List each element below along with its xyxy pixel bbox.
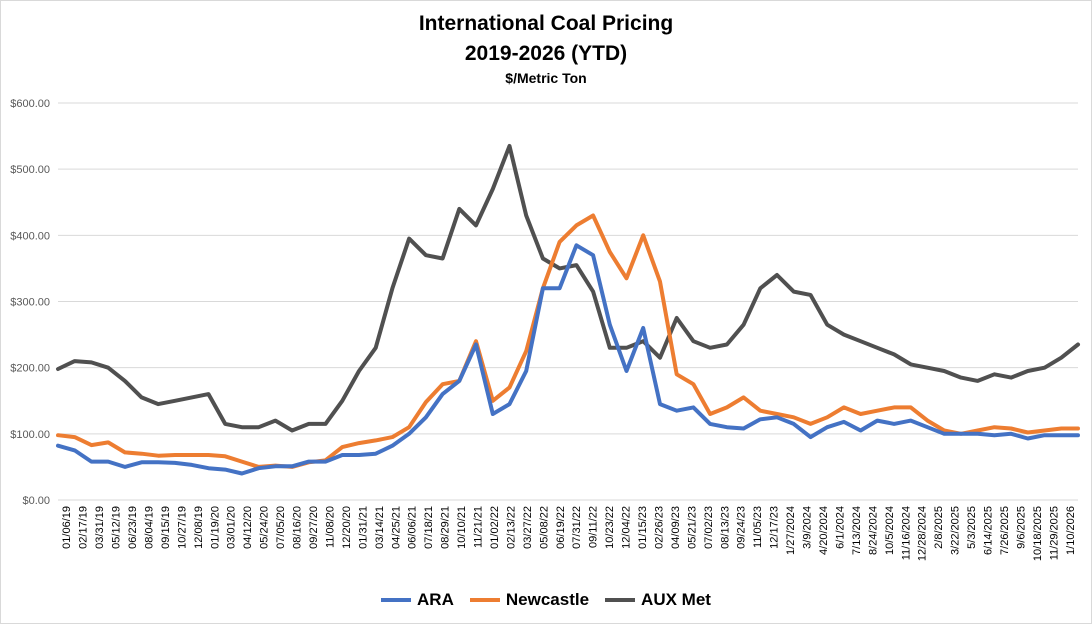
x-tick-label: 05/08/22 xyxy=(538,506,550,549)
x-tick-label: 7/26/2025 xyxy=(999,506,1011,555)
y-axis-tick-labels: $0.00 $100.00 $200.00 $300.00 $400.00 $500.00… xyxy=(10,98,50,507)
y-tick-label: $400.00 xyxy=(10,230,50,242)
x-tick-label: 11/16/2024 xyxy=(900,506,912,560)
x-tick-label: 04/12/20 xyxy=(242,506,254,549)
y-tick-label: $500.00 xyxy=(10,164,50,176)
x-tick-label: 07/18/21 xyxy=(423,506,435,549)
x-tick-label: 04/09/23 xyxy=(670,506,682,549)
y-tick-label: $300.00 xyxy=(10,297,50,309)
series-line-ara xyxy=(56,243,1080,476)
x-tick-label: 08/16/20 xyxy=(292,506,304,549)
x-tick-label: 12/17/23 xyxy=(769,506,781,549)
y-axis-unit-label: $/Metric Ton xyxy=(505,70,587,86)
x-tick-label: 2/8/2025 xyxy=(933,506,945,549)
x-tick-label: 04/25/21 xyxy=(390,506,402,549)
chart-subtitle: 2019-2026 (YTD) xyxy=(464,42,628,65)
x-tick-label: 07/02/23 xyxy=(703,506,715,549)
x-tick-label: 6/14/2025 xyxy=(983,506,995,555)
x-tick-label: 11/05/23 xyxy=(752,506,764,548)
legend-swatch-ara xyxy=(381,598,412,602)
x-tick-label: 06/06/21 xyxy=(407,506,419,549)
x-tick-label: 01/19/20 xyxy=(209,506,221,549)
x-tick-label: 02/13/22 xyxy=(505,506,517,549)
legend-swatch-aux-met xyxy=(605,598,636,602)
x-tick-label: 06/19/22 xyxy=(555,506,567,549)
x-tick-label: 12/04/22 xyxy=(621,506,633,549)
x-tick-label: 08/13/23 xyxy=(719,506,731,549)
x-tick-label: 5/3/2025 xyxy=(966,506,978,549)
x-tick-label: 12/20/20 xyxy=(341,506,353,549)
x-tick-label: 10/5/2024 xyxy=(884,506,896,555)
legend-label-ara: ARA xyxy=(417,590,454,609)
x-tick-label: 05/12/19 xyxy=(111,506,123,549)
x-tick-label: 02/17/19 xyxy=(78,506,90,549)
x-tick-label: 03/31/19 xyxy=(94,506,106,549)
x-tick-label: 10/23/22 xyxy=(604,506,616,549)
x-tick-label: 10/27/19 xyxy=(176,506,188,549)
x-tick-label: 09/27/20 xyxy=(308,506,320,549)
legend-label-newcastle: Newcastle xyxy=(505,590,590,609)
x-tick-label: 7/13/2024 xyxy=(851,506,863,555)
x-tick-label: 02/26/23 xyxy=(653,506,665,549)
x-tick-label: 05/21/23 xyxy=(686,506,698,549)
x-tick-label: 09/24/23 xyxy=(736,506,748,549)
gridlines xyxy=(58,102,1078,501)
x-tick-label: 03/01/20 xyxy=(226,506,238,549)
x-tick-label: 08/04/19 xyxy=(143,506,155,549)
series-lines xyxy=(56,144,1080,476)
x-tick-label: 08/29/21 xyxy=(440,506,452,549)
legend-item-aux-met: AUX Met xyxy=(605,590,711,610)
x-tick-label: 8/24/2024 xyxy=(867,506,879,555)
y-tick-label: $200.00 xyxy=(10,363,50,375)
x-tick-label: 06/23/19 xyxy=(127,506,139,549)
series-line-newcastle xyxy=(56,213,1080,469)
x-tick-label: 11/08/20 xyxy=(324,506,336,548)
x-tick-label: 09/11/22 xyxy=(588,506,600,548)
x-tick-label: 07/05/20 xyxy=(275,506,287,549)
x-tick-label: 12/08/19 xyxy=(193,506,205,549)
legend-item-newcastle: Newcastle xyxy=(469,590,590,610)
legend-swatch-newcastle xyxy=(469,598,500,602)
x-tick-label: 6/1/2024 xyxy=(834,506,846,549)
x-tick-label: 05/24/20 xyxy=(259,506,271,549)
x-axis-tick-labels: 01/06/19 02/17/19 03/31/19 05/12/19 06/23/19… xyxy=(61,506,1077,561)
x-tick-label: 01/31/21 xyxy=(357,506,369,549)
series-line-aux-met xyxy=(56,144,1080,433)
plot-area: $0.00 $100.00 $200.00 $300.00 $400.00 $500.00… xyxy=(10,98,1080,561)
x-tick-label: 3/22/2025 xyxy=(950,506,962,555)
chart-title: International Coal Pricing xyxy=(418,12,674,35)
x-tick-label: 1/27/2024 xyxy=(785,506,797,555)
x-tick-label: 9/6/2025 xyxy=(1015,506,1027,549)
x-tick-label: 4/20/2024 xyxy=(818,506,830,555)
x-tick-label: 03/14/21 xyxy=(374,506,386,549)
x-tick-label: 12/28/2024 xyxy=(917,506,929,561)
x-tick-label: 01/15/23 xyxy=(637,506,649,549)
legend: ARA Newcastle AUX Met xyxy=(0,590,1092,610)
x-tick-label: 11/21/21 xyxy=(473,506,485,548)
x-tick-label: 3/9/2024 xyxy=(802,506,814,549)
x-tick-label: 09/15/19 xyxy=(160,506,172,549)
x-tick-label: 10/10/21 xyxy=(456,506,468,549)
y-tick-label: $100.00 xyxy=(10,429,50,441)
x-tick-label: 11/29/2025 xyxy=(1048,506,1060,560)
x-tick-label: 10/18/2025 xyxy=(1032,506,1044,561)
y-tick-label: $0.00 xyxy=(22,495,50,507)
x-tick-label: 1/10/2026 xyxy=(1065,506,1077,555)
x-tick-label: 01/02/22 xyxy=(489,506,501,549)
x-tick-label: 07/31/22 xyxy=(571,506,583,549)
legend-item-ara: ARA xyxy=(381,590,454,610)
x-tick-label: 01/06/19 xyxy=(61,506,73,549)
y-tick-label: $600.00 xyxy=(10,98,50,110)
legend-label-aux-met: AUX Met xyxy=(641,590,711,609)
x-tick-label: 03/27/22 xyxy=(522,506,534,549)
